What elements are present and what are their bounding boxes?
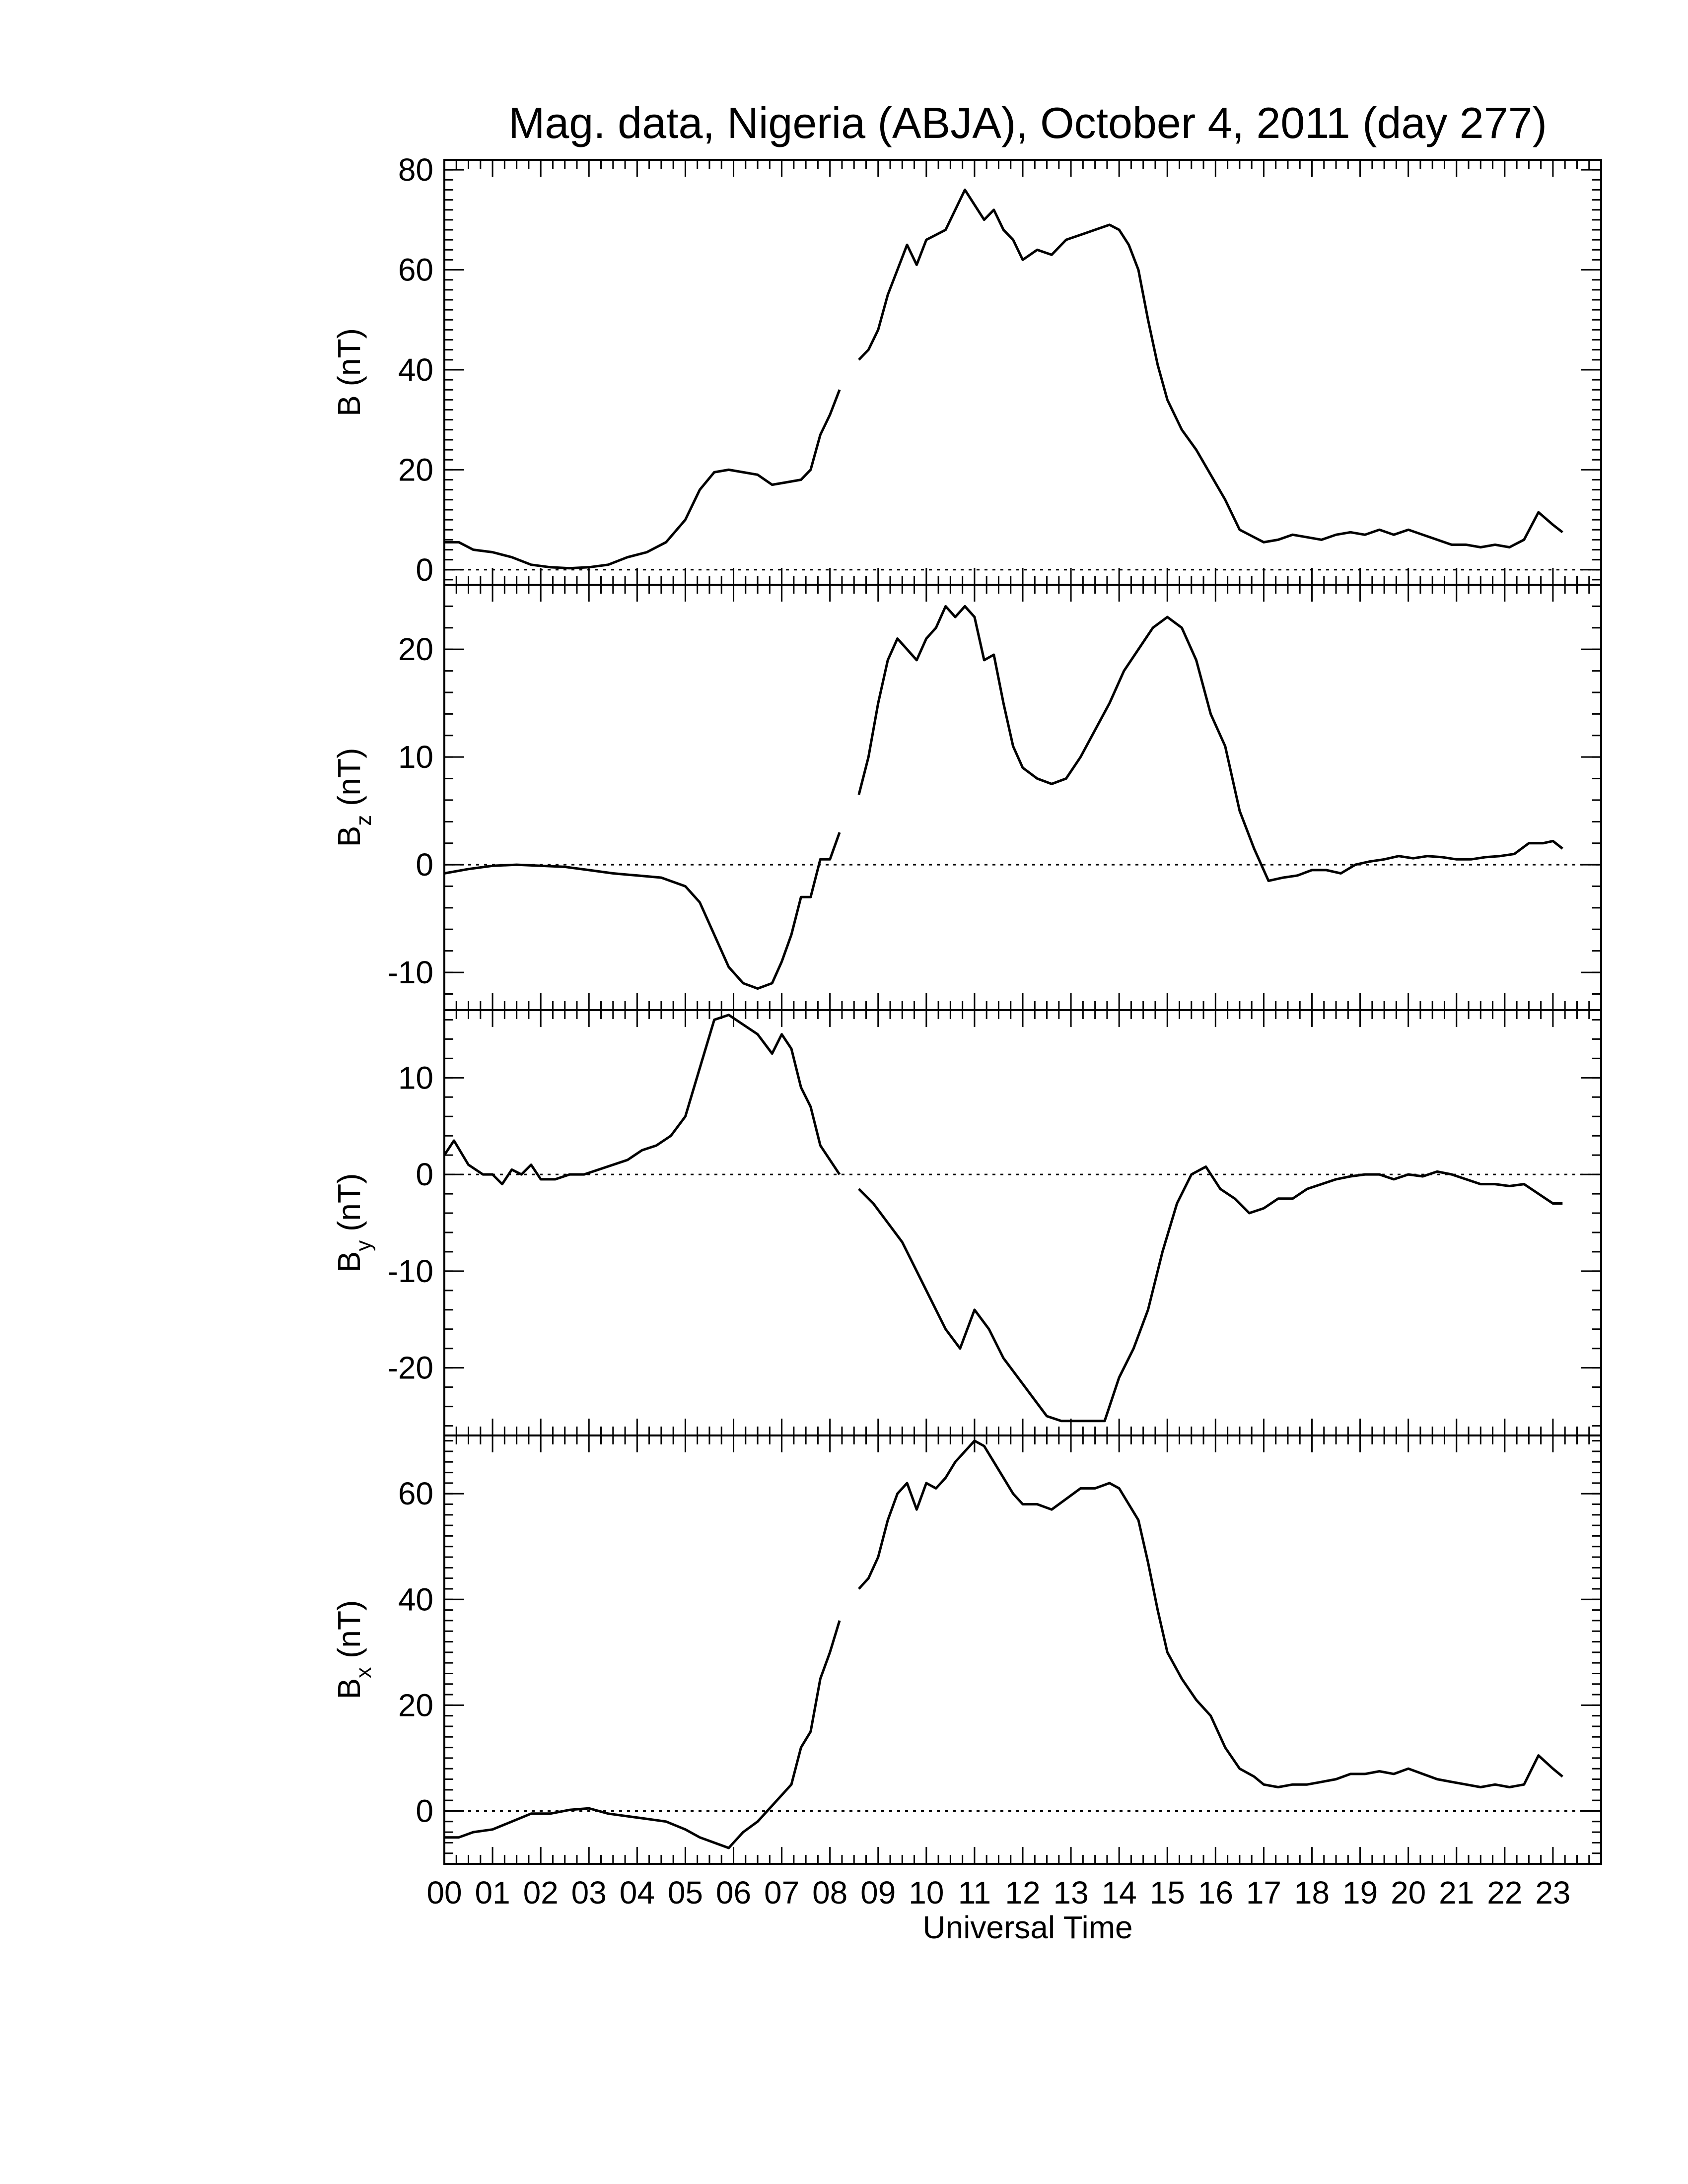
series-line-Bx-segment-1 — [444, 1620, 841, 1849]
x-tick-label: 01 — [475, 1875, 510, 1911]
x-tick-label: 12 — [1005, 1875, 1040, 1911]
y-label-subscript: x — [352, 1667, 376, 1678]
series-line-Bz-segment-1 — [444, 832, 841, 990]
y-axis-label-B: B (nT) — [331, 328, 367, 416]
y-tick-label-Bx: 20 — [398, 1687, 433, 1723]
panel-frame-Bz — [443, 584, 1602, 1011]
y-tick-label-Bz: 10 — [398, 739, 433, 775]
x-tick-label: 17 — [1246, 1875, 1281, 1911]
y-tick-label-By: 0 — [416, 1157, 433, 1192]
x-tick-label: 08 — [812, 1875, 847, 1911]
panel-Bx: 0 20 40 60 Bx (nT) — [331, 1434, 1602, 1865]
y-label-main: B — [331, 826, 367, 847]
y-tick-label-B: 80 — [398, 152, 433, 188]
panel-frame-B — [443, 159, 1602, 586]
x-tick-label: 00 — [426, 1875, 462, 1911]
y-label-unit: (nT) — [331, 328, 367, 395]
y-axis-label-Bx: Bx (nT) — [331, 1600, 376, 1700]
x-tick-label: 23 — [1535, 1875, 1570, 1911]
y-label-unit: (nT) — [331, 1173, 367, 1240]
y-tick-label-By: 10 — [398, 1060, 433, 1095]
x-tick-label: 15 — [1150, 1875, 1185, 1911]
y-label-main: B — [331, 1251, 367, 1273]
y-axis-label-Bz: Bz (nT) — [331, 748, 376, 847]
y-tick-label-Bz: 20 — [398, 631, 433, 667]
y-tick-label-Bz: 0 — [416, 847, 433, 883]
panel-frame-By — [443, 1009, 1602, 1436]
y-axis-label-By: By (nT) — [331, 1173, 376, 1273]
y-label-unit: (nT) — [331, 1600, 367, 1667]
series-line-By-segment-2 — [858, 1165, 1563, 1423]
x-tick-label: 10 — [909, 1875, 944, 1911]
x-tick-label: 19 — [1342, 1875, 1378, 1911]
y-label-unit: (nT) — [331, 748, 367, 815]
y-tick-label-B: 40 — [398, 352, 433, 388]
x-tick-label: 21 — [1439, 1875, 1474, 1911]
x-tick-label: 18 — [1294, 1875, 1330, 1911]
x-tick-labels: 00 01 02 03 04 05 06 07 08 09 10 11 12 13 14 15 16 17 18 19… — [426, 1875, 1570, 1911]
y-tick-label-Bz: -10 — [388, 955, 434, 990]
panel-frame-Bx — [443, 1434, 1602, 1865]
series-line-B-segment-2 — [858, 188, 1563, 548]
y-tick-label-B: 20 — [398, 452, 433, 487]
x-tick-label: 09 — [860, 1875, 896, 1911]
y-label-main: B — [331, 1678, 367, 1700]
y-tick-label-Bx: 0 — [416, 1793, 433, 1829]
series-line-B-segment-1 — [444, 389, 841, 570]
x-tick-label: 05 — [668, 1875, 703, 1911]
y-tick-label-B: 0 — [416, 552, 433, 588]
series-line-By-segment-1 — [443, 1014, 841, 1186]
y-tick-label-By: -10 — [388, 1253, 434, 1289]
chart-title: Mag. data, Nigeria (ABJA), October 4, 20… — [508, 98, 1547, 147]
x-tick-label: 22 — [1487, 1875, 1522, 1911]
x-tick-label: 07 — [764, 1875, 799, 1911]
y-tick-label-B: 60 — [398, 252, 433, 288]
x-tick-label: 20 — [1391, 1875, 1426, 1911]
x-tick-label: 04 — [620, 1875, 655, 1911]
x-tick-label: 16 — [1198, 1875, 1233, 1911]
y-label-subscript: z — [352, 815, 376, 826]
x-tick-label: 14 — [1102, 1875, 1137, 1911]
x-tick-label: 06 — [716, 1875, 751, 1911]
series-line-Bz-segment-2 — [857, 605, 1563, 883]
x-tick-label: 11 — [958, 1875, 991, 1911]
y-tick-label-Bx: 40 — [398, 1581, 433, 1617]
panel-Bz: -10 0 10 20 Bz (nT) — [331, 584, 1602, 1011]
panel-B: 0 20 40 60 80 B (nT) — [331, 152, 1602, 588]
panel-stack: 0 20 40 60 80 B (nT) -10 0 10 20 Bz (nT) -20 -10 0 10 B… — [331, 152, 1602, 1865]
x-axis-label: Universal Time — [922, 1910, 1132, 1945]
y-label-subscript: y — [352, 1240, 376, 1251]
x-tick-label: 03 — [571, 1875, 607, 1911]
y-tick-label-Bx: 60 — [398, 1476, 433, 1511]
y-label-main: B — [331, 395, 367, 416]
panel-By: -20 -10 0 10 By (nT) — [331, 1009, 1602, 1436]
x-tick-label: 02 — [523, 1875, 559, 1911]
series-line-Bx-segment-2 — [858, 1439, 1563, 1788]
x-tick-label: 13 — [1053, 1875, 1088, 1911]
y-tick-label-By: -20 — [388, 1350, 434, 1386]
